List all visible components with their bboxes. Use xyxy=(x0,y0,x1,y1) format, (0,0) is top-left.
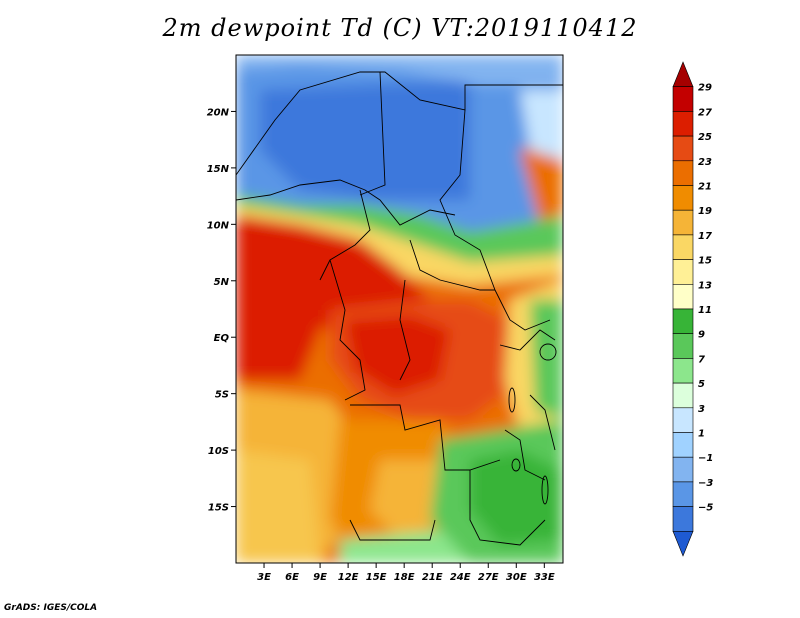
colorbar-label: 19 xyxy=(698,206,712,217)
y-tick-label: 20N xyxy=(207,107,230,118)
colorbar-swatch xyxy=(672,111,694,137)
colorbar-swatch xyxy=(672,283,694,310)
colorbar-swatch xyxy=(672,135,694,162)
colorbar: 29 27 25 23 21 19 17 15 13 11 9 7 5 3 1 −1 −3 −5 xyxy=(672,61,713,557)
colorbar-swatch xyxy=(672,333,694,359)
x-tick-label: 15E xyxy=(366,572,387,583)
x-tick-label: 33E xyxy=(534,572,555,583)
x-tick-label: 24E xyxy=(450,572,471,583)
colorbar-label: −3 xyxy=(698,478,713,489)
colorbar-label: −1 xyxy=(698,453,713,464)
x-axis: 3E 6E 9E 12E 15E 18E 21E 24E 27E 30E 33E xyxy=(257,563,555,583)
colorbar-label: 13 xyxy=(698,280,712,291)
colorbar-swatch xyxy=(672,358,694,384)
colorbar-swatch xyxy=(672,160,694,186)
grads-credit: GrADS: IGES/COLA xyxy=(4,603,98,613)
y-tick-label: 15N xyxy=(207,164,230,175)
colorbar-swatch xyxy=(672,456,694,483)
colorbar-label: 3 xyxy=(698,404,705,415)
x-tick-label: 21E xyxy=(422,572,443,583)
y-tick-label: 5S xyxy=(215,390,229,401)
colorbar-label: 17 xyxy=(698,231,712,242)
y-tick-label: 10N xyxy=(207,220,230,231)
x-tick-label: 6E xyxy=(285,572,299,583)
colorbar-swatch xyxy=(672,506,694,532)
colorbar-swatch xyxy=(672,481,694,507)
x-tick-label: 27E xyxy=(478,572,499,583)
y-tick-label: 10S xyxy=(208,446,229,457)
x-tick-label: 9E xyxy=(313,572,327,583)
colorbar-arrow-top xyxy=(672,61,694,87)
colorbar-swatch xyxy=(672,209,694,236)
colorbar-swatch xyxy=(672,407,694,433)
colorbar-swatch xyxy=(672,432,694,458)
colorbar-label: 7 xyxy=(698,354,705,365)
chart-title: 2m dewpoint Td (C) VT:2019110412 xyxy=(162,14,638,42)
colorbar-label: 23 xyxy=(698,157,712,168)
colorbar-label: 9 xyxy=(698,330,705,341)
colorbar-label: 25 xyxy=(698,132,712,143)
x-tick-label: 18E xyxy=(394,572,415,583)
colorbar-label: 15 xyxy=(698,256,712,267)
colorbar-swatch xyxy=(672,234,694,260)
dewpoint-field xyxy=(236,55,563,563)
colorbar-label: 11 xyxy=(698,305,712,316)
x-tick-label: 3E xyxy=(257,572,271,583)
colorbar-label: 5 xyxy=(698,379,705,390)
colorbar-label: 1 xyxy=(698,429,705,440)
colorbar-swatch xyxy=(672,86,694,112)
colorbar-label: 21 xyxy=(698,182,712,193)
x-tick-label: 12E xyxy=(338,572,359,583)
y-tick-label: 15S xyxy=(208,503,229,514)
country-borders xyxy=(236,71,563,546)
colorbar-arrow-bottom xyxy=(672,530,694,557)
colorbar-swatch xyxy=(672,185,694,211)
colorbar-label: 27 xyxy=(698,107,712,118)
x-tick-label: 30E xyxy=(506,572,527,583)
colorbar-swatch xyxy=(672,259,694,285)
y-tick-label: 5N xyxy=(214,277,230,288)
y-tick-label: EQ xyxy=(214,333,230,344)
map-frame xyxy=(235,54,564,564)
y-axis: 20N 15N 10N 5N EQ 5S 10S 15S xyxy=(207,107,236,514)
colorbar-label: 29 xyxy=(698,83,712,94)
colorbar-swatch xyxy=(672,308,694,335)
colorbar-swatch xyxy=(672,382,694,409)
colorbar-label: −5 xyxy=(698,503,713,514)
